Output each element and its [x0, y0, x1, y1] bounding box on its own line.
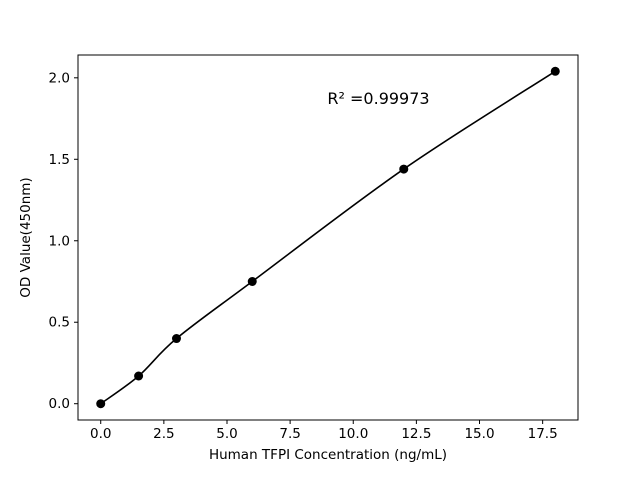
data-point: [134, 371, 144, 381]
x-tick-label: 15.0: [464, 426, 494, 442]
x-axis-label: Human TFPI Concentration (ng/mL): [209, 447, 447, 463]
data-point: [247, 276, 257, 286]
data-point: [96, 399, 106, 409]
y-tick-label: 0.0: [49, 396, 70, 412]
x-tick-label: 10.0: [338, 426, 368, 442]
y-tick-label: 1.5: [49, 152, 70, 168]
x-tick-label: 2.5: [153, 426, 174, 442]
x-tick-label: 7.5: [279, 426, 300, 442]
y-tick-label: 0.5: [49, 315, 70, 331]
x-tick-label: 12.5: [401, 426, 431, 442]
y-tick-label: 1.0: [49, 233, 70, 249]
plot-frame: [77, 54, 579, 421]
x-tick-label: 17.5: [528, 426, 558, 442]
x-tick-label: 5.0: [216, 426, 237, 442]
r-squared-annotation: R² =0.99973: [327, 89, 429, 108]
data-point: [399, 164, 409, 174]
x-tick-label: 0.0: [90, 426, 111, 442]
data-point: [550, 66, 560, 76]
y-axis-label: OD Value(450nm): [18, 177, 34, 297]
y-tick-label: 2.0: [49, 70, 70, 86]
data-point: [171, 334, 181, 344]
